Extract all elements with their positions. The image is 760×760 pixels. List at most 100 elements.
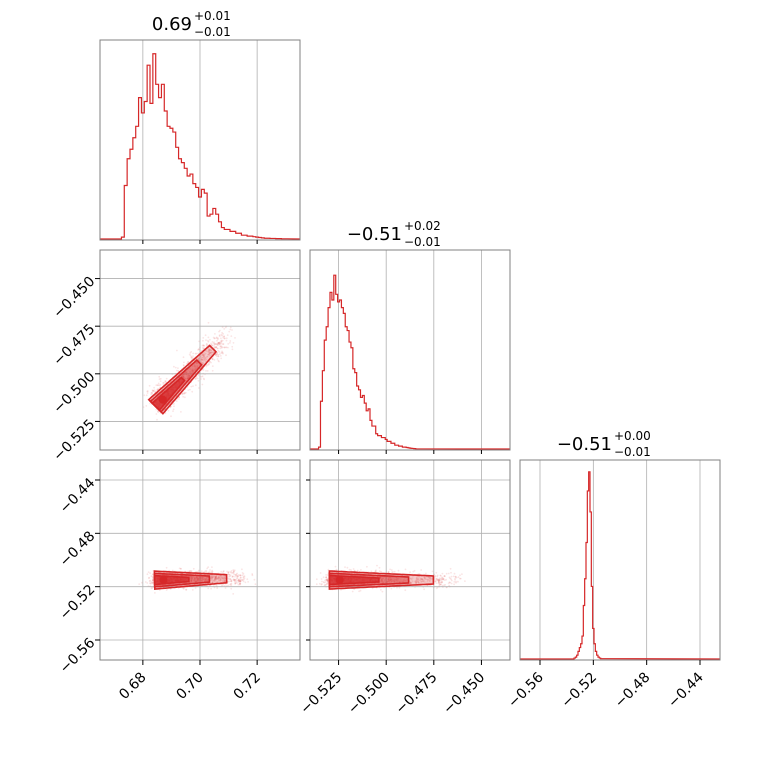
sample-point bbox=[223, 584, 226, 587]
sample-point bbox=[216, 343, 219, 346]
sample-point bbox=[346, 566, 349, 569]
sample-point bbox=[204, 578, 207, 580]
sample-point bbox=[225, 339, 228, 342]
sample-point bbox=[193, 577, 196, 580]
sample-point bbox=[217, 342, 220, 344]
sample-point bbox=[230, 571, 233, 574]
sample-point bbox=[197, 570, 200, 573]
sample-point bbox=[224, 346, 227, 349]
sample-point bbox=[184, 377, 187, 380]
sample-point bbox=[151, 389, 154, 392]
sample-point bbox=[202, 344, 205, 346]
sample-point bbox=[419, 577, 422, 580]
sample-point bbox=[219, 577, 222, 580]
sample-point bbox=[204, 358, 207, 360]
sample-point bbox=[238, 578, 241, 581]
sample-point bbox=[202, 578, 205, 581]
sample-point bbox=[215, 337, 218, 340]
sample-point bbox=[219, 343, 221, 346]
sample-point bbox=[219, 580, 222, 582]
sample-point bbox=[227, 571, 230, 573]
sample-point bbox=[420, 578, 423, 580]
sample-point bbox=[152, 390, 155, 392]
sample-point bbox=[326, 580, 329, 583]
sample-point bbox=[147, 571, 150, 573]
sample-point bbox=[381, 579, 384, 582]
sample-point bbox=[224, 578, 226, 580]
sample-point bbox=[381, 578, 383, 580]
sample-point bbox=[201, 358, 203, 361]
sample-point bbox=[321, 580, 323, 583]
sample-point bbox=[444, 575, 446, 577]
sample-point bbox=[323, 581, 326, 584]
sample-point bbox=[228, 573, 231, 576]
sample-point bbox=[208, 353, 211, 356]
sample-point bbox=[417, 578, 419, 581]
sample-point bbox=[212, 575, 215, 578]
sample-point bbox=[177, 370, 180, 372]
sample-point bbox=[215, 355, 218, 358]
sample-point bbox=[327, 580, 329, 582]
sample-point bbox=[221, 326, 224, 329]
sample-point bbox=[217, 349, 220, 352]
sample-point bbox=[390, 578, 393, 581]
sample-point bbox=[416, 576, 418, 579]
sample-point bbox=[390, 587, 393, 590]
sample-point bbox=[326, 578, 329, 580]
sample-point bbox=[376, 564, 378, 567]
sample-point bbox=[209, 569, 211, 571]
contour-peak bbox=[335, 576, 344, 584]
sample-point bbox=[326, 579, 328, 582]
sample-point bbox=[450, 578, 452, 581]
sample-point bbox=[206, 370, 209, 372]
sample-point bbox=[382, 577, 385, 580]
sample-point bbox=[201, 577, 204, 579]
sample-point bbox=[156, 389, 159, 391]
param-title-plus-1: +0.02 bbox=[404, 219, 441, 233]
sample-point bbox=[374, 570, 377, 573]
sample-point bbox=[220, 340, 223, 343]
sample-point bbox=[393, 579, 396, 581]
sample-point bbox=[449, 581, 451, 584]
sample-point bbox=[383, 579, 386, 581]
sample-point bbox=[387, 576, 390, 579]
sample-point bbox=[186, 374, 189, 377]
sample-point bbox=[241, 574, 244, 577]
sample-point bbox=[235, 579, 238, 581]
contour-peak bbox=[158, 395, 167, 404]
x-tick-label: −0.48 bbox=[612, 670, 654, 712]
sample-point bbox=[193, 578, 195, 581]
x-tick-label: −0.450 bbox=[440, 670, 488, 718]
sample-point bbox=[162, 382, 164, 384]
sample-point bbox=[154, 390, 157, 393]
sample-point bbox=[158, 375, 161, 378]
sample-point bbox=[181, 375, 183, 377]
sample-point bbox=[409, 577, 412, 580]
sample-point bbox=[230, 587, 233, 590]
sample-point bbox=[210, 349, 213, 352]
sample-point bbox=[327, 578, 329, 581]
sample-point bbox=[191, 368, 194, 371]
sample-point bbox=[156, 388, 159, 391]
sample-point bbox=[178, 396, 181, 399]
sample-point bbox=[455, 581, 457, 584]
sample-point bbox=[204, 360, 207, 363]
sample-point bbox=[398, 586, 401, 589]
sample-point bbox=[239, 580, 241, 583]
sample-point bbox=[146, 390, 149, 393]
sample-point bbox=[234, 337, 236, 339]
sample-point bbox=[438, 580, 440, 582]
sample-point bbox=[214, 578, 216, 580]
sample-point bbox=[440, 583, 442, 586]
sample-point bbox=[454, 575, 457, 578]
sample-point bbox=[396, 586, 398, 589]
sample-point bbox=[322, 576, 325, 579]
sample-point bbox=[147, 390, 149, 392]
sample-point bbox=[380, 580, 383, 582]
sample-point bbox=[195, 577, 198, 580]
sample-point bbox=[447, 572, 450, 575]
sample-point bbox=[202, 345, 205, 347]
sample-point bbox=[387, 578, 389, 581]
sample-point bbox=[202, 355, 205, 358]
sample-point bbox=[392, 579, 394, 582]
